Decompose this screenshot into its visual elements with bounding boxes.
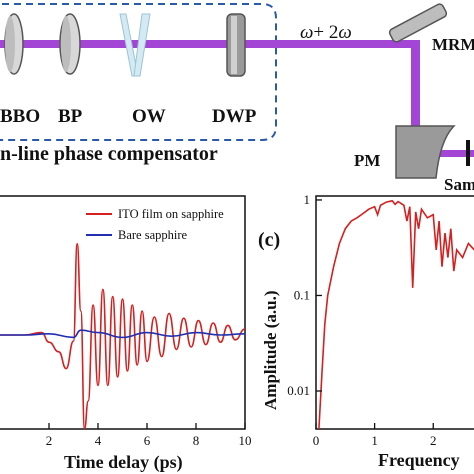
panel-c-label: (c): [258, 229, 280, 251]
bandpass-filter-icon: [59, 13, 81, 75]
beam-omega: ω: [300, 22, 313, 43]
spectrum-x-tick-label: 2: [430, 433, 437, 448]
spectrum-ticks: 0.01 0.1 1 0 1 2: [287, 192, 436, 448]
legend-label-ito: ITO film on sapphire: [118, 207, 224, 221]
dual-wave-plate-icon: [226, 13, 246, 77]
legend-label-sapphire: Bare sapphire: [118, 228, 188, 242]
label-pm: PM: [354, 151, 380, 170]
time-legend: ITO film on sapphire Bare sapphire: [86, 207, 224, 242]
time-series-line-1: [0, 329, 246, 339]
label-sample: Sam: [444, 175, 474, 194]
mirror-icon: [388, 3, 448, 43]
sample-icon: [466, 140, 470, 166]
time-x-tick-label: 6: [144, 433, 151, 448]
parabolic-mirror-icon: [395, 125, 456, 179]
time-x-axis-label: Time delay (ps): [64, 452, 183, 473]
beam-label: ω+ 2ω: [300, 22, 352, 43]
spectrum-series-line: [318, 199, 474, 430]
bbo-crystal-icon: [4, 13, 24, 75]
spectrum-x-axis-label: Frequency: [378, 450, 460, 470]
time-series-group: [0, 242, 246, 430]
time-x-tick-label: 10: [239, 433, 252, 448]
beam-omega-2: ω: [338, 22, 351, 43]
time-x-tick-label: 2: [46, 433, 53, 448]
beam-horizontal: [0, 40, 420, 48]
spectrum-series-group: [318, 199, 474, 430]
time-x-ticks: 2 4 6 8 10: [46, 423, 252, 448]
spectrum-plot-frame: [315, 195, 474, 430]
spectrum-y-tick-label: 1: [304, 192, 311, 207]
beam-plus-two: + 2: [313, 22, 338, 43]
label-dwp: DWP: [212, 106, 257, 127]
spectrum-y-axis-label: Amplitude (a.u.): [261, 291, 280, 410]
label-bp: BP: [58, 106, 83, 127]
label-ow: OW: [132, 106, 166, 127]
chart-time-domain: 2 4 6 8 10 Time delay (ps) ITO film on sapph…: [0, 195, 252, 473]
compensator-caption: n-line phase compensator: [0, 143, 218, 165]
spectrum-x-tick-label: 1: [371, 433, 378, 448]
time-plot-frame: [0, 195, 246, 430]
optical-wedge-icon: [119, 13, 151, 77]
time-x-tick-label: 4: [95, 433, 102, 448]
compensator-box: [0, 3, 277, 141]
beam-to-sample: [415, 150, 474, 157]
time-x-tick-label: 8: [193, 433, 200, 448]
spectrum-x-tick-label: 0: [313, 433, 320, 448]
chart-spectrum: (c) 0.01 0.1 1 0 1 2 Amplitude (a.u.) Frequen…: [258, 192, 474, 470]
label-bbo: BBO: [0, 106, 40, 127]
spectrum-y-tick-label: 0.1: [294, 287, 310, 302]
beam-vertical: [411, 44, 420, 160]
time-series-line-0: [0, 242, 246, 430]
optical-setup: BBO BP OW DWP MRM PM Sam ω+ 2ω n-line ph…: [0, 3, 474, 194]
spectrum-y-tick-label: 0.01: [287, 383, 310, 398]
label-mrm: MRM: [432, 35, 474, 54]
